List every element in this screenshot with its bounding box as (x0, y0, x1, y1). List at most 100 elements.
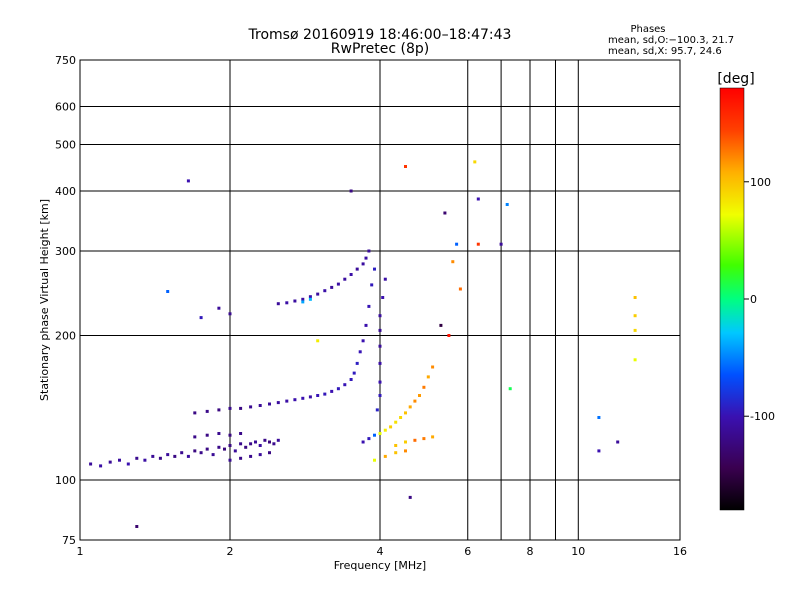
x-tick-label: 2 (227, 545, 234, 558)
data-point (476, 242, 480, 246)
data-point (349, 273, 353, 276)
data-point (373, 433, 376, 437)
data-point (301, 300, 305, 304)
data-point (633, 328, 637, 332)
colorbar-label: [deg] (717, 71, 754, 87)
data-point (383, 428, 387, 432)
data-point (239, 456, 243, 460)
data-point (180, 451, 184, 455)
data-point (378, 432, 382, 435)
data-point (249, 442, 253, 446)
data-point (217, 432, 221, 435)
colorbar (719, 87, 745, 511)
x-tick-label: 6 (464, 545, 471, 558)
data-point (254, 440, 257, 444)
data-point (217, 408, 221, 412)
data-point (381, 296, 385, 299)
data-point (217, 445, 221, 449)
data-point (364, 323, 368, 327)
y-tick-label: 500 (55, 139, 76, 152)
data-point (373, 458, 376, 462)
data-point (99, 464, 103, 468)
y-tick-label: 600 (55, 101, 76, 114)
data-point (378, 314, 382, 318)
data-point (118, 458, 121, 462)
data-point (199, 316, 203, 320)
data-point (308, 297, 312, 301)
data-point (126, 462, 130, 466)
colorbar-tick-label: 100 (750, 176, 771, 189)
data-point (367, 249, 371, 253)
data-point (418, 394, 421, 397)
data-point (431, 365, 435, 369)
data-point (394, 444, 398, 447)
data-point (330, 285, 334, 289)
data-point (166, 453, 170, 457)
data-point (228, 312, 232, 316)
data-point (268, 402, 271, 406)
data-point (378, 361, 382, 365)
plot-frame (79, 59, 681, 541)
x-tick-label: 10 (571, 545, 585, 558)
x-tick-label: 1 (77, 545, 84, 558)
data-point (343, 277, 347, 281)
data-point (293, 299, 297, 303)
data-point (378, 380, 382, 384)
data-point (383, 454, 387, 458)
data-point (355, 361, 359, 365)
x-tick-label: 8 (527, 545, 534, 558)
data-point (228, 444, 232, 447)
data-point (597, 449, 601, 453)
data-point (276, 302, 280, 306)
data-point (308, 295, 312, 299)
data-point (316, 394, 320, 397)
data-point (404, 449, 407, 453)
data-point (228, 406, 232, 410)
phases-x-line: mean, sd,X: 95.7, 24.6 (608, 46, 722, 57)
data-point (272, 442, 276, 446)
data-point (308, 395, 312, 399)
phases-title: Phases (630, 24, 665, 35)
data-point (378, 344, 382, 348)
data-point (439, 323, 443, 327)
data-point (330, 389, 334, 393)
data-point (316, 292, 320, 296)
colorbar-tick-label: -100 (750, 410, 775, 423)
data-point (455, 242, 459, 246)
data-point (205, 409, 209, 413)
y-axis-label: Stationary phase Virtual Height [km] (38, 199, 51, 401)
data-point (408, 405, 412, 409)
data-points (89, 160, 637, 528)
data-point (422, 437, 426, 441)
data-point (193, 449, 197, 453)
y-tick-label: 200 (55, 330, 76, 343)
data-point (239, 432, 243, 435)
data-point (383, 277, 387, 281)
y-tick-label: 300 (55, 245, 76, 258)
data-point (186, 454, 190, 458)
data-point (166, 290, 170, 293)
data-point (285, 301, 289, 305)
x-tick-label: 16 (673, 545, 687, 558)
data-point (447, 334, 451, 337)
data-point (361, 262, 365, 266)
data-point (249, 405, 253, 409)
data-point (349, 189, 353, 193)
data-point (364, 256, 368, 260)
data-point (143, 458, 147, 462)
data-point (258, 453, 262, 457)
data-point (597, 416, 601, 419)
chart-subtitle: RwPretec (8p) (331, 41, 429, 57)
y-tick-label: 100 (55, 474, 76, 487)
data-point (249, 454, 253, 458)
data-point (89, 462, 93, 466)
y-tick-label: 400 (55, 185, 76, 198)
data-point (316, 339, 320, 343)
data-point (323, 289, 327, 293)
data-point (476, 197, 480, 201)
data-point (285, 399, 289, 403)
data-point (217, 306, 221, 310)
data-point (473, 160, 477, 164)
x-tick-label: 4 (377, 545, 384, 558)
data-point (408, 495, 412, 499)
